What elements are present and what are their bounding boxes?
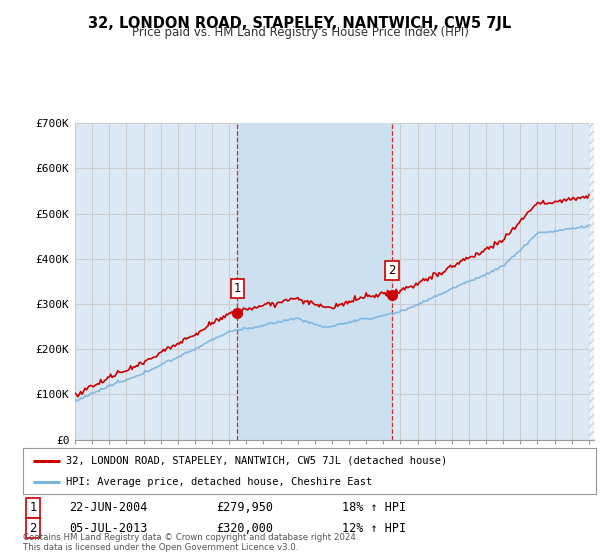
Text: 32, LONDON ROAD, STAPELEY, NANTWICH, CW5 7JL (detached house): 32, LONDON ROAD, STAPELEY, NANTWICH, CW5… xyxy=(66,456,447,466)
Text: 18% ↑ HPI: 18% ↑ HPI xyxy=(342,501,406,515)
Text: 2: 2 xyxy=(29,521,37,535)
Text: £279,950: £279,950 xyxy=(216,501,273,515)
Text: 12% ↑ HPI: 12% ↑ HPI xyxy=(342,521,406,535)
Text: 05-JUL-2013: 05-JUL-2013 xyxy=(69,521,148,535)
Text: 1: 1 xyxy=(29,501,37,515)
Text: Contains HM Land Registry data © Crown copyright and database right 2024.
This d: Contains HM Land Registry data © Crown c… xyxy=(23,533,358,552)
Text: 2: 2 xyxy=(388,264,396,277)
Bar xyxy=(237,123,392,440)
Text: 32, LONDON ROAD, STAPELEY, NANTWICH, CW5 7JL: 32, LONDON ROAD, STAPELEY, NANTWICH, CW5… xyxy=(88,16,512,31)
Text: 1: 1 xyxy=(233,282,241,295)
Text: HPI: Average price, detached house, Cheshire East: HPI: Average price, detached house, Ches… xyxy=(66,478,372,487)
Bar xyxy=(589,123,598,440)
Text: 22-JUN-2004: 22-JUN-2004 xyxy=(69,501,148,515)
Text: £320,000: £320,000 xyxy=(216,521,273,535)
Text: Price paid vs. HM Land Registry's House Price Index (HPI): Price paid vs. HM Land Registry's House … xyxy=(131,26,469,39)
